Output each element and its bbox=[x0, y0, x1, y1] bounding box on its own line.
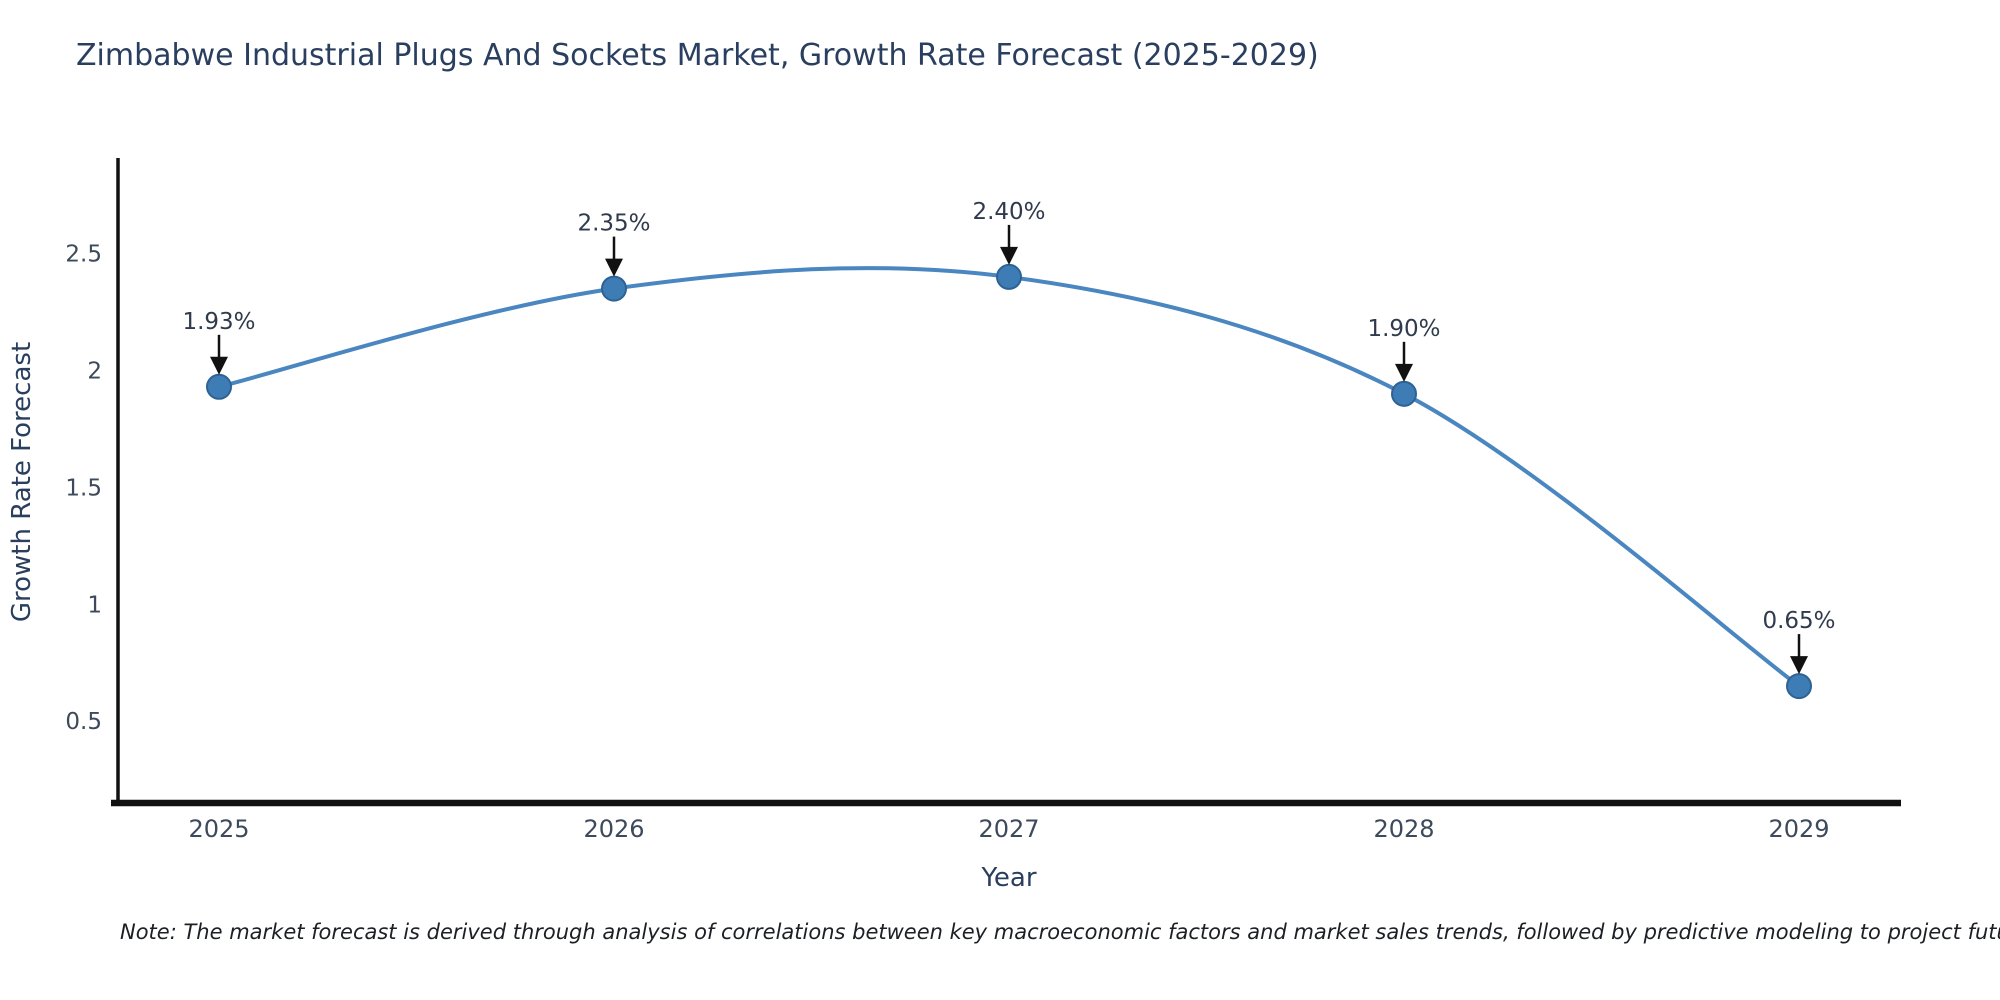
data-point-marker bbox=[206, 373, 232, 400]
annotation-label: 2.35% bbox=[577, 211, 650, 237]
y-tick-label: 1.5 bbox=[65, 475, 102, 501]
x-axis-title: Year bbox=[980, 863, 1036, 893]
chart-title: Zimbabwe Industrial Plugs And Sockets Ma… bbox=[76, 38, 1319, 73]
point-annotations: 1.93% 2.35% 2.40% 1.90% 0.65% bbox=[182, 199, 1836, 675]
y-tick-label: 0.5 bbox=[65, 709, 102, 735]
x-tick-label: 2029 bbox=[1768, 815, 1829, 843]
footnote: Note: The market forecast is derived thr… bbox=[120, 920, 2000, 944]
x-tick-label: 2028 bbox=[1373, 815, 1434, 843]
x-tick-label: 2027 bbox=[978, 815, 1039, 843]
y-tick-label: 2 bbox=[87, 358, 102, 384]
annotation-label: 0.65% bbox=[1762, 608, 1835, 634]
data-point-markers bbox=[206, 263, 1812, 700]
annotation-arrow-head bbox=[605, 258, 623, 277]
annotation-arrow-head bbox=[1000, 246, 1018, 265]
annotation-arrow-head bbox=[210, 356, 228, 375]
x-tick-label: 2026 bbox=[583, 815, 644, 843]
y-tick-labels: 0.5 1 1.5 2 2.5 bbox=[65, 242, 102, 736]
data-point-marker bbox=[601, 275, 627, 302]
y-tick-label: 2.5 bbox=[65, 242, 102, 268]
x-tick-label: 2025 bbox=[188, 815, 249, 843]
trend-line bbox=[217, 266, 1801, 689]
data-point-marker bbox=[996, 263, 1022, 290]
annotation-arrow-head bbox=[1790, 656, 1808, 675]
x-tick-labels: 2025 2026 2027 2028 2029 bbox=[188, 815, 1829, 843]
annotation-label: 2.40% bbox=[972, 199, 1045, 225]
data-point-marker bbox=[1391, 380, 1417, 407]
annotation-label: 1.93% bbox=[182, 309, 255, 335]
annotation-arrow-head bbox=[1395, 363, 1413, 382]
annotation-label: 1.90% bbox=[1367, 316, 1440, 342]
y-tick-label: 1 bbox=[87, 592, 102, 618]
data-point-marker bbox=[1786, 673, 1812, 700]
y-axis-title: Growth Rate Forecast bbox=[7, 342, 37, 622]
